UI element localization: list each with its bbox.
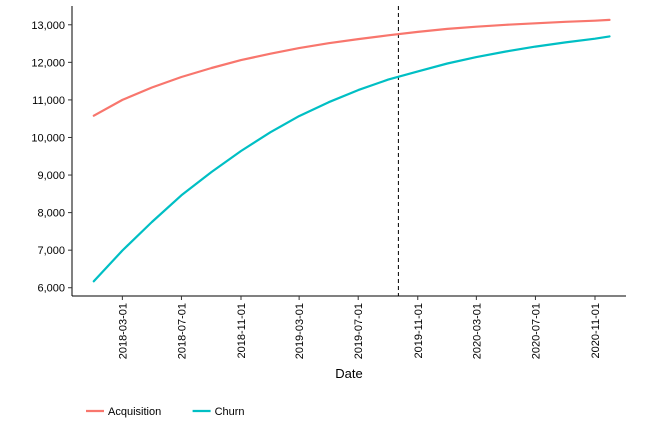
- legend: Acquisition Churn: [86, 406, 245, 418]
- x-tick-label: 2020-03-01: [471, 303, 483, 359]
- y-tick-label: 11,000: [32, 95, 65, 107]
- y-tick-label: 12,000: [31, 57, 65, 69]
- x-tick-label: 2018-03-01: [117, 303, 129, 359]
- x-tick-label: 2020-07-01: [530, 303, 542, 359]
- x-tick-label: 2020-11-01: [590, 303, 602, 358]
- x-tick-label: 2019-03-01: [294, 303, 306, 359]
- x-tick-label: 2018-11-01: [236, 303, 248, 358]
- x-axis-title: Date: [335, 366, 362, 381]
- y-tick-label: 9,000: [37, 170, 65, 182]
- y-tick-label: 13,000: [31, 20, 65, 32]
- x-tick-label: 2019-11-01: [413, 303, 425, 358]
- y-tick-label: 8,000: [37, 208, 65, 220]
- x-tick-label: 2018-07-01: [176, 303, 188, 359]
- y-tick-label: 6,000: [37, 283, 65, 295]
- series-layer: [92, 18, 611, 283]
- legend-label-acquisition: Acquisition: [108, 406, 161, 418]
- axes: 6,000 7,000 8,000 9,000 10,000 11,000 12,000 13…: [31, 6, 626, 359]
- series-line-churn: [92, 35, 611, 283]
- series-line-acquisition: [92, 18, 611, 117]
- x-tick-label: 2019-07-01: [353, 303, 365, 359]
- y-tick-label: 10,000: [31, 132, 65, 144]
- legend-label-churn: Churn: [215, 406, 245, 418]
- y-tick-label: 7,000: [37, 245, 65, 257]
